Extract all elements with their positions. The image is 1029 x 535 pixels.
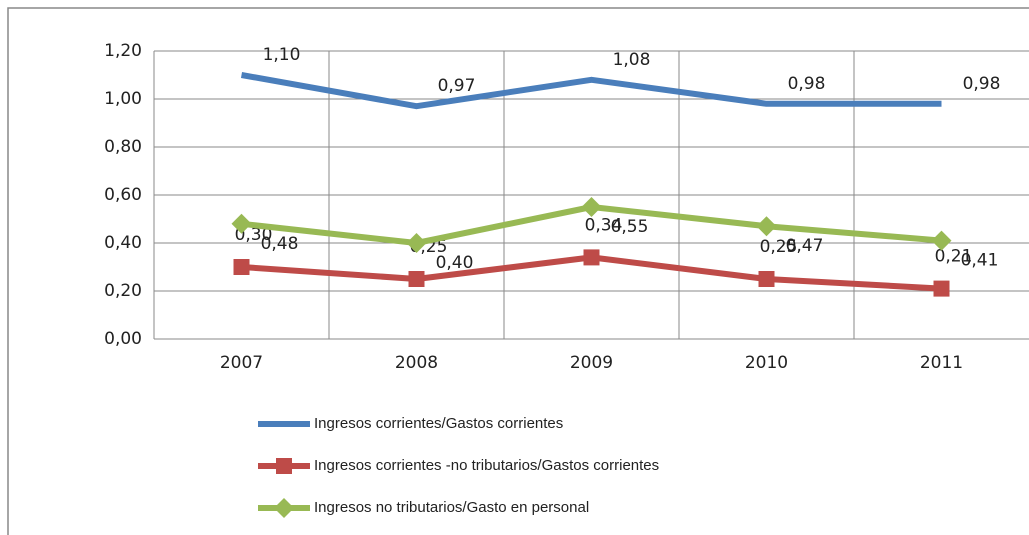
data-label: 0,25 [760,237,798,257]
marker [581,197,602,217]
marker [758,271,775,287]
data-label: 0,41 [961,251,999,271]
y-tick-label: 0,20 [104,281,142,301]
data-label: 1,10 [263,45,301,65]
marker [274,498,294,518]
data-label: 0,40 [436,253,474,273]
data-label: 0,98 [963,74,1001,94]
x-tick-label: 2011 [920,353,963,373]
marker [406,233,427,253]
chart-border [7,7,1029,535]
marker [408,271,425,287]
legend-text: Ingresos corrientes/Gastos corrientes [314,415,563,432]
data-label: 0,98 [788,74,826,94]
legend-text: Ingresos corrientes -no tributarios/Gast… [314,457,659,474]
y-tick-label: 0,40 [104,233,142,253]
y-tick-label: 0,60 [104,185,142,205]
data-label: 1,08 [613,50,651,70]
marker [933,280,950,297]
marker [233,259,250,275]
marker [583,249,600,266]
marker [231,213,252,234]
y-tick-label: 1,00 [104,89,142,109]
marker [931,230,952,251]
data-label: 0,97 [438,76,476,96]
x-tick-label: 2008 [395,353,438,373]
data-label: 0,34 [585,215,623,235]
data-label: 0,48 [261,234,299,254]
x-tick-label: 2007 [220,353,263,373]
data-label: 0,47 [786,236,824,256]
x-tick-label: 2010 [745,353,788,373]
data-label: 0,21 [935,247,973,267]
legend-text: Ingresos no tributarios/Gasto en persona… [314,499,589,516]
data-label: 0,55 [611,217,649,237]
x-tick-label: 2009 [570,353,613,373]
y-tick-label: 0,80 [104,137,142,157]
series-line [240,72,942,110]
y-tick-label: 0,00 [104,329,142,349]
marker [276,458,292,474]
marker [756,216,777,237]
y-tick-label: 1,20 [104,41,142,61]
